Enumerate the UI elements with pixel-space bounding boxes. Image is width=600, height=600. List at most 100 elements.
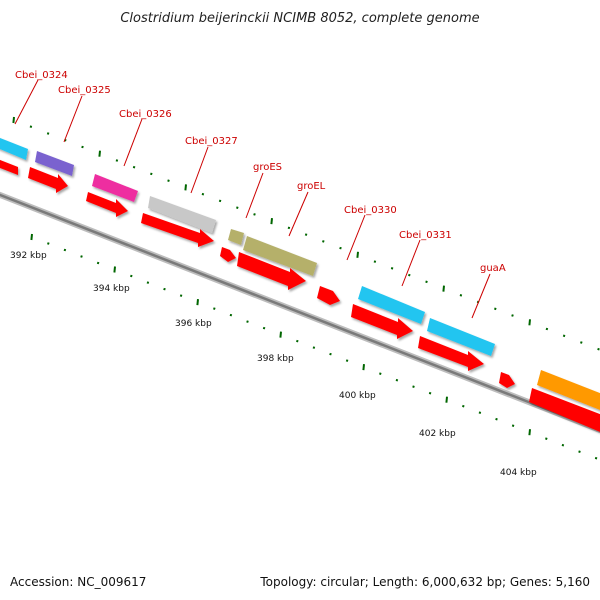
- tick-mark: [561, 443, 565, 447]
- tick-mark: [412, 385, 415, 388]
- tick-mark: [113, 266, 116, 273]
- gene-label-cbei-0326[interactable]: Cbei_0326: [119, 109, 172, 167]
- gene-label-text: Cbei_0331: [399, 230, 452, 241]
- tick-mark: [445, 396, 448, 403]
- tick-mark: [12, 116, 15, 124]
- kbp-label-398: 398 kbp: [257, 354, 294, 364]
- gene-label-text: groEL: [297, 181, 326, 192]
- tick-mark: [511, 424, 515, 427]
- gene-label-text: Cbei_0324: [15, 70, 68, 81]
- tick-mark: [46, 132, 50, 135]
- gene-label-groel[interactable]: groEL: [288, 181, 326, 237]
- tick-mark: [390, 267, 394, 270]
- kbp-label-392: 392 kbp: [10, 251, 47, 261]
- tick-mark: [379, 372, 382, 375]
- gene-label-text: guaA: [480, 263, 506, 274]
- gene-labels: Cbei_0324 Cbei_0325 Cbei_0326 Cbei_0327 …: [14, 70, 506, 319]
- tick-mark: [270, 218, 273, 225]
- tick-mark: [494, 307, 497, 311]
- gene-label-text: Cbei_0330: [344, 205, 397, 216]
- tick-mark: [81, 145, 84, 149]
- tick-mark: [511, 314, 514, 317]
- tick-mark: [296, 339, 299, 343]
- tick-mark: [47, 242, 50, 245]
- tick-mark: [229, 313, 233, 317]
- tick-mark: [80, 255, 83, 258]
- tick-mark: [597, 347, 600, 351]
- kbp-label-404: 404 kbp: [500, 468, 537, 478]
- gene-label-cbei-0331[interactable]: Cbei_0331: [399, 230, 452, 287]
- tick-mark: [115, 159, 119, 162]
- tick-mark: [150, 172, 153, 176]
- accession-text: Accession: NC_009617: [10, 575, 146, 589]
- tick-mark: [201, 192, 205, 196]
- tick-mark: [459, 294, 463, 297]
- kbp-label-402: 402 kbp: [419, 429, 456, 439]
- tick-mark: [528, 429, 531, 436]
- tick-mark: [96, 261, 100, 265]
- tick-mark: [213, 307, 216, 310]
- tick-mark: [132, 165, 136, 169]
- feature-cbei-0327[interactable]: [141, 196, 216, 247]
- summary-text: Topology: circular; Length: 6,000,632 bp…: [259, 575, 590, 589]
- tick-mark: [312, 346, 316, 349]
- gene-label-groes[interactable]: groES: [245, 162, 282, 219]
- tick-mark: [196, 299, 199, 306]
- tick-mark: [304, 233, 308, 236]
- backbone: [0, 191, 600, 433]
- tick-mark: [373, 260, 377, 263]
- gene-label-text: groES: [253, 162, 282, 173]
- feature-guaa[interactable]: [529, 370, 600, 434]
- kbp-label-394: 394 kbp: [93, 284, 130, 294]
- tick-mark: [184, 184, 187, 191]
- tick-mark: [279, 331, 282, 338]
- feature-groel[interactable]: [237, 236, 317, 290]
- tick-mark: [146, 281, 150, 284]
- feature-small-cds-1[interactable]: [317, 286, 340, 305]
- tick-mark: [98, 150, 101, 157]
- tick-mark: [478, 411, 482, 414]
- tick-mark: [253, 213, 256, 216]
- tick-mark: [562, 334, 566, 338]
- feature-cbei-0326[interactable]: [86, 174, 138, 217]
- tick-mark: [545, 327, 549, 331]
- tick-mark: [594, 456, 598, 460]
- tick-mark: [428, 391, 432, 395]
- tick-mark: [545, 437, 548, 440]
- tick-mark: [236, 206, 239, 209]
- gene-label-guaa[interactable]: guaA: [471, 263, 506, 319]
- feature-cbei-0324[interactable]: [0, 136, 28, 175]
- tick-mark: [362, 364, 365, 371]
- tick-mark: [63, 248, 67, 252]
- tick-mark: [528, 319, 531, 326]
- tick-mark: [163, 287, 166, 291]
- tick-mark: [179, 294, 183, 297]
- gene-label-cbei-0325[interactable]: Cbei_0325: [58, 85, 111, 143]
- tick-mark: [339, 246, 342, 250]
- tick-mark: [442, 285, 445, 292]
- feature-groes[interactable]: [220, 229, 244, 262]
- tick-mark: [356, 251, 359, 258]
- feature-small-cds-2[interactable]: [499, 372, 515, 388]
- tick-mark: [29, 125, 33, 128]
- tick-mark: [262, 326, 266, 330]
- tick-mark: [425, 280, 428, 284]
- tick-mark: [495, 417, 498, 421]
- feature-cbei-0330[interactable]: [351, 286, 425, 339]
- gene-label-cbei-0327[interactable]: Cbei_0327: [185, 136, 238, 194]
- tick-mark: [345, 359, 349, 362]
- gene-label-text: Cbei_0327: [185, 136, 238, 147]
- tick-mark: [408, 273, 411, 277]
- gene-label-text: Cbei_0325: [58, 85, 111, 96]
- tick-mark: [329, 352, 332, 356]
- tick-mark: [167, 179, 170, 182]
- gene-label-cbei-0324[interactable]: Cbei_0324: [14, 70, 68, 125]
- tick-mark: [578, 450, 581, 453]
- tick-mark: [287, 226, 291, 230]
- feature-cbei-0331[interactable]: [418, 318, 495, 371]
- tick-mark: [322, 240, 325, 243]
- tick-mark: [580, 341, 583, 344]
- position-labels: 392 kbp 394 kbp 396 kbp 398 kbp 400 kbp …: [10, 251, 537, 478]
- feature-cbei-0325[interactable]: [28, 151, 74, 193]
- gene-label-cbei-0330[interactable]: Cbei_0330: [344, 205, 397, 261]
